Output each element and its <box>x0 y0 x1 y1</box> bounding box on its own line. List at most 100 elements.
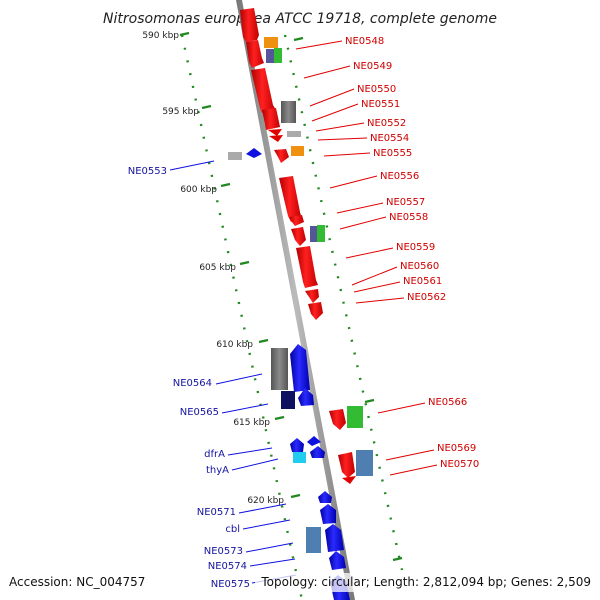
gene-label[interactable]: NE0548 <box>345 36 384 47</box>
gene-label[interactable]: NE0566 <box>428 397 467 408</box>
gene-label[interactable]: NE0570 <box>440 459 479 470</box>
gene-arrow-ne0559[interactable] <box>296 246 318 288</box>
leader-line <box>309 88 355 107</box>
gene-arrow-ne0566[interactable] <box>329 409 346 430</box>
tick-mark <box>220 182 231 188</box>
feature-orange[interactable] <box>291 146 304 156</box>
leader-line <box>385 449 435 461</box>
gene-arrow-ne0552[interactable] <box>268 129 282 136</box>
tick-mark <box>290 493 301 499</box>
gene-arrow-thya[interactable] <box>310 446 325 458</box>
feature-purple[interactable] <box>266 49 274 63</box>
gene-arrow-dfra[interactable] <box>290 438 304 452</box>
genome-summary-text: Topology: circular; Length: 2,812,094 bp… <box>260 575 591 589</box>
feature-gray[interactable] <box>281 101 296 123</box>
feature-green[interactable] <box>347 406 363 428</box>
gene-label[interactable]: NE0575 <box>211 579 250 590</box>
gene-label[interactable]: dfrA <box>204 449 225 460</box>
tick-mark <box>364 398 375 404</box>
tick-labels: 590 kbp 595 kbp 600 kbp 605 kbp 610 kbp … <box>142 31 284 506</box>
leader-line <box>317 137 368 141</box>
gene-label[interactable]: NE0549 <box>353 61 392 72</box>
gene-arrow-ne0551[interactable] <box>262 108 280 130</box>
gene-arrow-ne0560[interactable] <box>305 289 319 303</box>
tick-label: 600 kbp <box>180 185 217 195</box>
feature-orange[interactable] <box>264 37 278 48</box>
gene-label[interactable]: NE0561 <box>403 276 442 287</box>
gene-box-ne0573[interactable] <box>306 527 321 553</box>
feature-green[interactable] <box>274 48 282 63</box>
feature-green[interactable] <box>317 225 325 242</box>
tick-label: 605 kbp <box>199 263 236 273</box>
gene-arrow-ne0555[interactable] <box>274 149 289 163</box>
leader-line <box>336 202 384 214</box>
feature-gray-small[interactable] <box>287 131 301 137</box>
gene-arrow-ne0549[interactable] <box>246 40 264 68</box>
gene-arrow-ne0570[interactable] <box>342 476 356 484</box>
gene-label[interactable]: NE0554 <box>370 133 409 144</box>
feature-purple[interactable] <box>310 226 318 242</box>
gene-label[interactable]: NE0565 <box>180 407 219 418</box>
gene-arrow-dfra-b[interactable] <box>307 436 321 446</box>
map-title: Nitrosomonas europaea ATCC 19718, comple… <box>103 11 497 27</box>
gene-arrow-ne0553[interactable] <box>246 148 262 158</box>
gene-label[interactable]: NE0557 <box>386 197 425 208</box>
tick-mark <box>258 338 269 344</box>
gene-arrow-ne0573[interactable] <box>325 524 344 552</box>
gene-arrow-ne0557[interactable] <box>289 215 304 226</box>
gene-label[interactable]: NE0560 <box>400 261 439 272</box>
tick-marks <box>179 31 403 562</box>
gene-label[interactable]: NE0569 <box>437 443 476 454</box>
leader-line <box>303 65 351 79</box>
gene-arrow-ne0564b[interactable] <box>290 344 310 392</box>
accession-text: Accession: NC_004757 <box>9 575 145 589</box>
gene-label[interactable]: NE0553 <box>128 166 167 177</box>
gene-label[interactable]: NE0551 <box>361 99 400 110</box>
tick-label: 590 kbp <box>142 31 179 41</box>
feature-steel[interactable] <box>356 450 373 476</box>
genome-backbone <box>236 0 355 600</box>
left-labels: NE0553 NE0564 NE0565 dfrA thyA NE0571 cb… <box>128 166 250 590</box>
gene-arrow-ne0554[interactable] <box>269 135 283 142</box>
gene-arrow-ne0569[interactable] <box>338 452 355 478</box>
gene-label[interactable]: NE0574 <box>208 561 247 572</box>
gene-arrow-ne0565[interactable] <box>298 388 314 406</box>
forward-genes <box>240 8 356 484</box>
gene-label[interactable]: NE0559 <box>396 242 435 253</box>
gene-box-ne0565[interactable] <box>281 391 295 409</box>
leader-line <box>323 152 371 157</box>
tick-mark <box>293 36 304 42</box>
leader-line <box>311 103 359 122</box>
gene-label[interactable]: NE0555 <box>373 148 412 159</box>
gene-label[interactable]: NE0550 <box>357 84 396 95</box>
gene-arrow-cbl[interactable] <box>320 504 336 524</box>
gene-label[interactable]: NE0556 <box>380 171 419 182</box>
gene-box-thya[interactable] <box>293 452 306 463</box>
gene-label[interactable]: thyA <box>206 465 229 476</box>
gene-arrow-ne0558[interactable] <box>291 227 306 246</box>
gene-label[interactable]: NE0562 <box>407 292 446 303</box>
gene-label[interactable]: cbl <box>225 524 240 535</box>
leader-line <box>315 122 365 132</box>
gene-arrow-ne0556[interactable] <box>279 176 302 222</box>
tick-mark <box>274 415 285 421</box>
gene-arrow-ne0550[interactable] <box>251 68 276 113</box>
gene-box-ne0564[interactable] <box>271 348 288 390</box>
gene-label[interactable]: NE0573 <box>204 546 243 557</box>
leader-line <box>169 160 215 171</box>
footer-backdrop <box>255 573 600 592</box>
gene-label[interactable]: NE0552 <box>367 118 406 129</box>
leader-line <box>238 503 287 514</box>
tick-label: 615 kbp <box>233 418 270 428</box>
leader-line <box>389 464 438 476</box>
gene-arrow-ne0548[interactable] <box>240 8 259 42</box>
gene-arrow-ne0561[interactable] <box>308 302 323 320</box>
gene-arrow-ne0574[interactable] <box>329 551 346 570</box>
feature-gray-small[interactable] <box>228 152 242 160</box>
gene-label[interactable]: NE0571 <box>197 507 236 518</box>
leader-line <box>353 281 401 293</box>
gene-arrow-ne0571[interactable] <box>318 491 332 503</box>
gene-label[interactable]: NE0564 <box>173 378 212 389</box>
gene-label[interactable]: NE0558 <box>389 212 428 223</box>
